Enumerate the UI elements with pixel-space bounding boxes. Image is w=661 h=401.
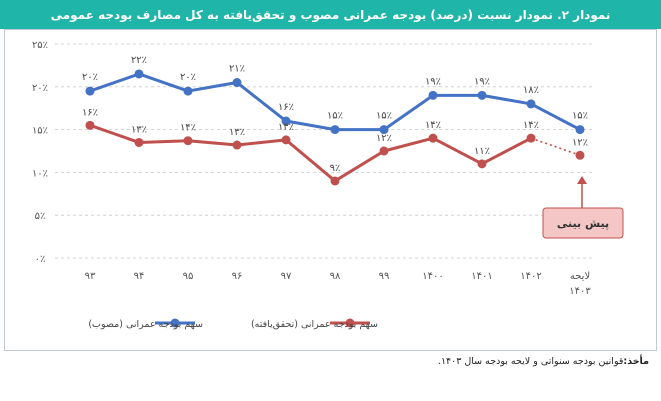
data-label: ۱۴٪ <box>523 120 539 131</box>
data-point <box>281 116 291 126</box>
forecast-line <box>530 137 581 157</box>
data-point <box>575 150 585 160</box>
x-tick-label: ۹۸ <box>330 271 341 282</box>
y-tick-label: ۵٪ <box>35 211 46 222</box>
data-point <box>134 69 144 79</box>
y-tick-label: ۲۰٪ <box>32 83 48 94</box>
data-label: ۲۰٪ <box>180 72 196 83</box>
y-tick-label: ۱۵٪ <box>32 126 48 137</box>
x-tick-label: ۹۴ <box>134 271 145 282</box>
series-line-realized <box>89 123 532 183</box>
x-tick-label: ۹۹ <box>379 271 390 282</box>
forecast-callout-label: پیش بینی <box>557 217 609 230</box>
data-point <box>428 133 438 143</box>
data-label: ۱۳٪ <box>229 127 245 138</box>
data-label: ۱۴٪ <box>180 123 196 134</box>
data-label: ۱۴٪ <box>278 122 294 133</box>
x-tick-label: ۹۷ <box>281 271 292 282</box>
y-tick-label: ۲۵٪ <box>32 40 48 51</box>
forecast-callout-box <box>542 207 624 239</box>
data-label: ۲۲٪ <box>131 55 147 66</box>
x-tick-label: ۹۶ <box>232 271 243 282</box>
data-label: ۱۲٪ <box>572 137 588 148</box>
data-point <box>183 136 193 146</box>
callout-arrowhead <box>577 176 587 184</box>
x-tick-label: ۱۴۰۰ <box>422 271 443 282</box>
x-tick-label: ۹۵ <box>183 271 194 282</box>
data-point <box>232 140 242 150</box>
y-tick-label: ۱۰٪ <box>32 168 48 179</box>
chart-title: نمودار ۲. نمودار نسبت (درصد) بودجه عمران… <box>0 0 661 29</box>
source-label: مأخذ: <box>623 356 649 367</box>
data-label: ۱۵٪ <box>327 111 343 122</box>
data-point <box>232 78 242 88</box>
data-point <box>183 86 193 96</box>
data-label: ۱۹٪ <box>425 76 441 87</box>
data-point <box>134 137 144 147</box>
data-point <box>379 125 389 135</box>
x-tick-label: لایحه <box>570 271 590 282</box>
data-point <box>330 176 340 186</box>
legend-marker <box>170 318 180 328</box>
x-tick-label: ۱۴۰۲ <box>520 271 541 282</box>
legend-label: سهم بودجه عمرانی (مصوب) <box>88 319 203 330</box>
data-label: ۱۸٪ <box>523 85 539 96</box>
legend-label: سهم بودجه عمرانی (تحقق‌یافته) <box>251 319 378 330</box>
data-point <box>575 125 585 135</box>
data-point <box>526 133 536 143</box>
data-label: ۱۶٪ <box>278 102 294 113</box>
y-tick-label: ۰٪ <box>35 254 46 265</box>
data-label: ۱۵٪ <box>376 111 392 122</box>
data-point <box>477 159 487 169</box>
data-label: ۲۰٪ <box>82 72 98 83</box>
data-point <box>85 120 95 130</box>
data-point <box>281 135 291 145</box>
data-label: ۱۱٪ <box>474 146 490 157</box>
data-point <box>526 99 536 109</box>
source-text: قوانین بودجه سنواتی و لایحه بودجه سال ۱۴… <box>437 356 624 367</box>
data-point <box>477 90 487 100</box>
data-label: ۹٪ <box>330 163 341 174</box>
data-label: ۱۲٪ <box>376 133 392 144</box>
source-note: مأخذ:قوانین بودجه سنواتی و لایحه بودجه س… <box>438 356 649 367</box>
legend-marker <box>345 318 355 328</box>
data-point <box>379 146 389 156</box>
data-label: ۱۴٪ <box>425 120 441 131</box>
data-label: ۲۱٪ <box>229 64 245 75</box>
x-tick-label: ۱۴۰۱ <box>471 271 492 282</box>
data-label: ۱۵٪ <box>572 111 588 122</box>
x-tick-label: ۱۴۰۳ <box>569 286 591 297</box>
data-label: ۱۳٪ <box>131 124 147 135</box>
data-label: ۱۹٪ <box>474 76 490 87</box>
x-tick-label: ۹۳ <box>85 271 96 282</box>
data-label: ۱۶٪ <box>82 107 98 118</box>
data-point <box>428 90 438 100</box>
line-chart: ۰٪ ۵٪ ۱۰٪ ۱۵٪ ۲۰٪ ۲۵٪ ۹۳ ۹۴ ۹۵ ۹۶ ۹۷ ۹۸ ۹۹ ۱۴۰۰ ۱۴۰۱ ۱۴… <box>32 40 624 330</box>
data-point <box>85 86 95 96</box>
data-point <box>330 125 340 135</box>
